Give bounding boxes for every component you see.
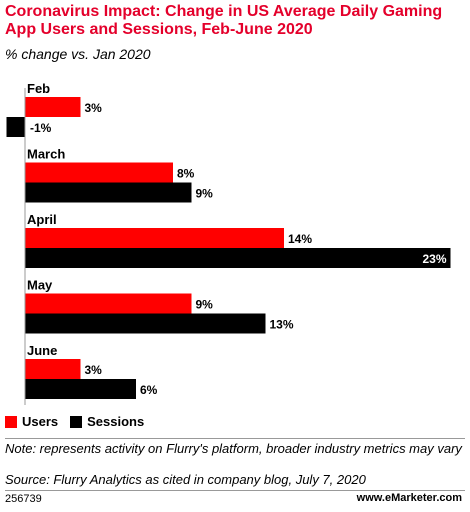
legend-item-sessions: Sessions (70, 414, 144, 429)
data-label-sessions: 9% (196, 187, 214, 201)
legend: Users Sessions (5, 414, 156, 429)
legend-label-users: Users (22, 414, 59, 429)
bar-users (25, 293, 192, 314)
data-label-sessions: 6% (140, 383, 158, 397)
category-label: April (27, 212, 57, 227)
legend-item-users: Users (5, 414, 58, 429)
chart-source: Source: Flurry Analytics as cited in com… (5, 472, 366, 487)
data-label-sessions: -1% (30, 121, 52, 135)
data-label-users: 8% (177, 167, 195, 181)
bar-users (25, 162, 173, 183)
data-label-sessions: 23% (422, 252, 446, 266)
legend-swatch-users (5, 415, 17, 428)
bar-users (25, 97, 81, 117)
bar-sessions (25, 248, 451, 268)
footer-divider-bottom (5, 490, 465, 491)
bar-sessions (25, 379, 136, 399)
brand-logo: www.eMarketer.com (356, 492, 462, 504)
bar-users (25, 359, 81, 379)
category-label: March (27, 147, 65, 162)
footer-divider-top (5, 438, 465, 439)
legend-swatch-sessions (70, 415, 83, 428)
data-label-sessions: 13% (270, 318, 294, 332)
bar-sessions (25, 182, 192, 203)
data-label-users: 14% (288, 232, 312, 246)
category-label: May (27, 278, 53, 293)
data-label-users: 3% (85, 363, 103, 377)
legend-label-sessions: Sessions (87, 414, 145, 429)
data-label-users: 3% (85, 101, 103, 115)
category-label: Feb (27, 81, 50, 96)
chart-title: Coronavirus Impact: Change in US Average… (5, 3, 443, 38)
bar-sessions (6, 117, 25, 137)
data-label-users: 9% (196, 298, 214, 312)
chart-note: Note: represents activity on Flurry's pl… (5, 441, 462, 456)
bar-sessions (25, 313, 266, 334)
chart-subtitle: % change vs. Jan 2020 (5, 46, 151, 62)
bar-chart: Feb3%-1%March8%9%April14%23%May9%13%June… (6, 81, 451, 405)
chart-id: 256739 (5, 493, 42, 505)
bar-users (25, 228, 284, 248)
category-label: June (27, 343, 57, 358)
